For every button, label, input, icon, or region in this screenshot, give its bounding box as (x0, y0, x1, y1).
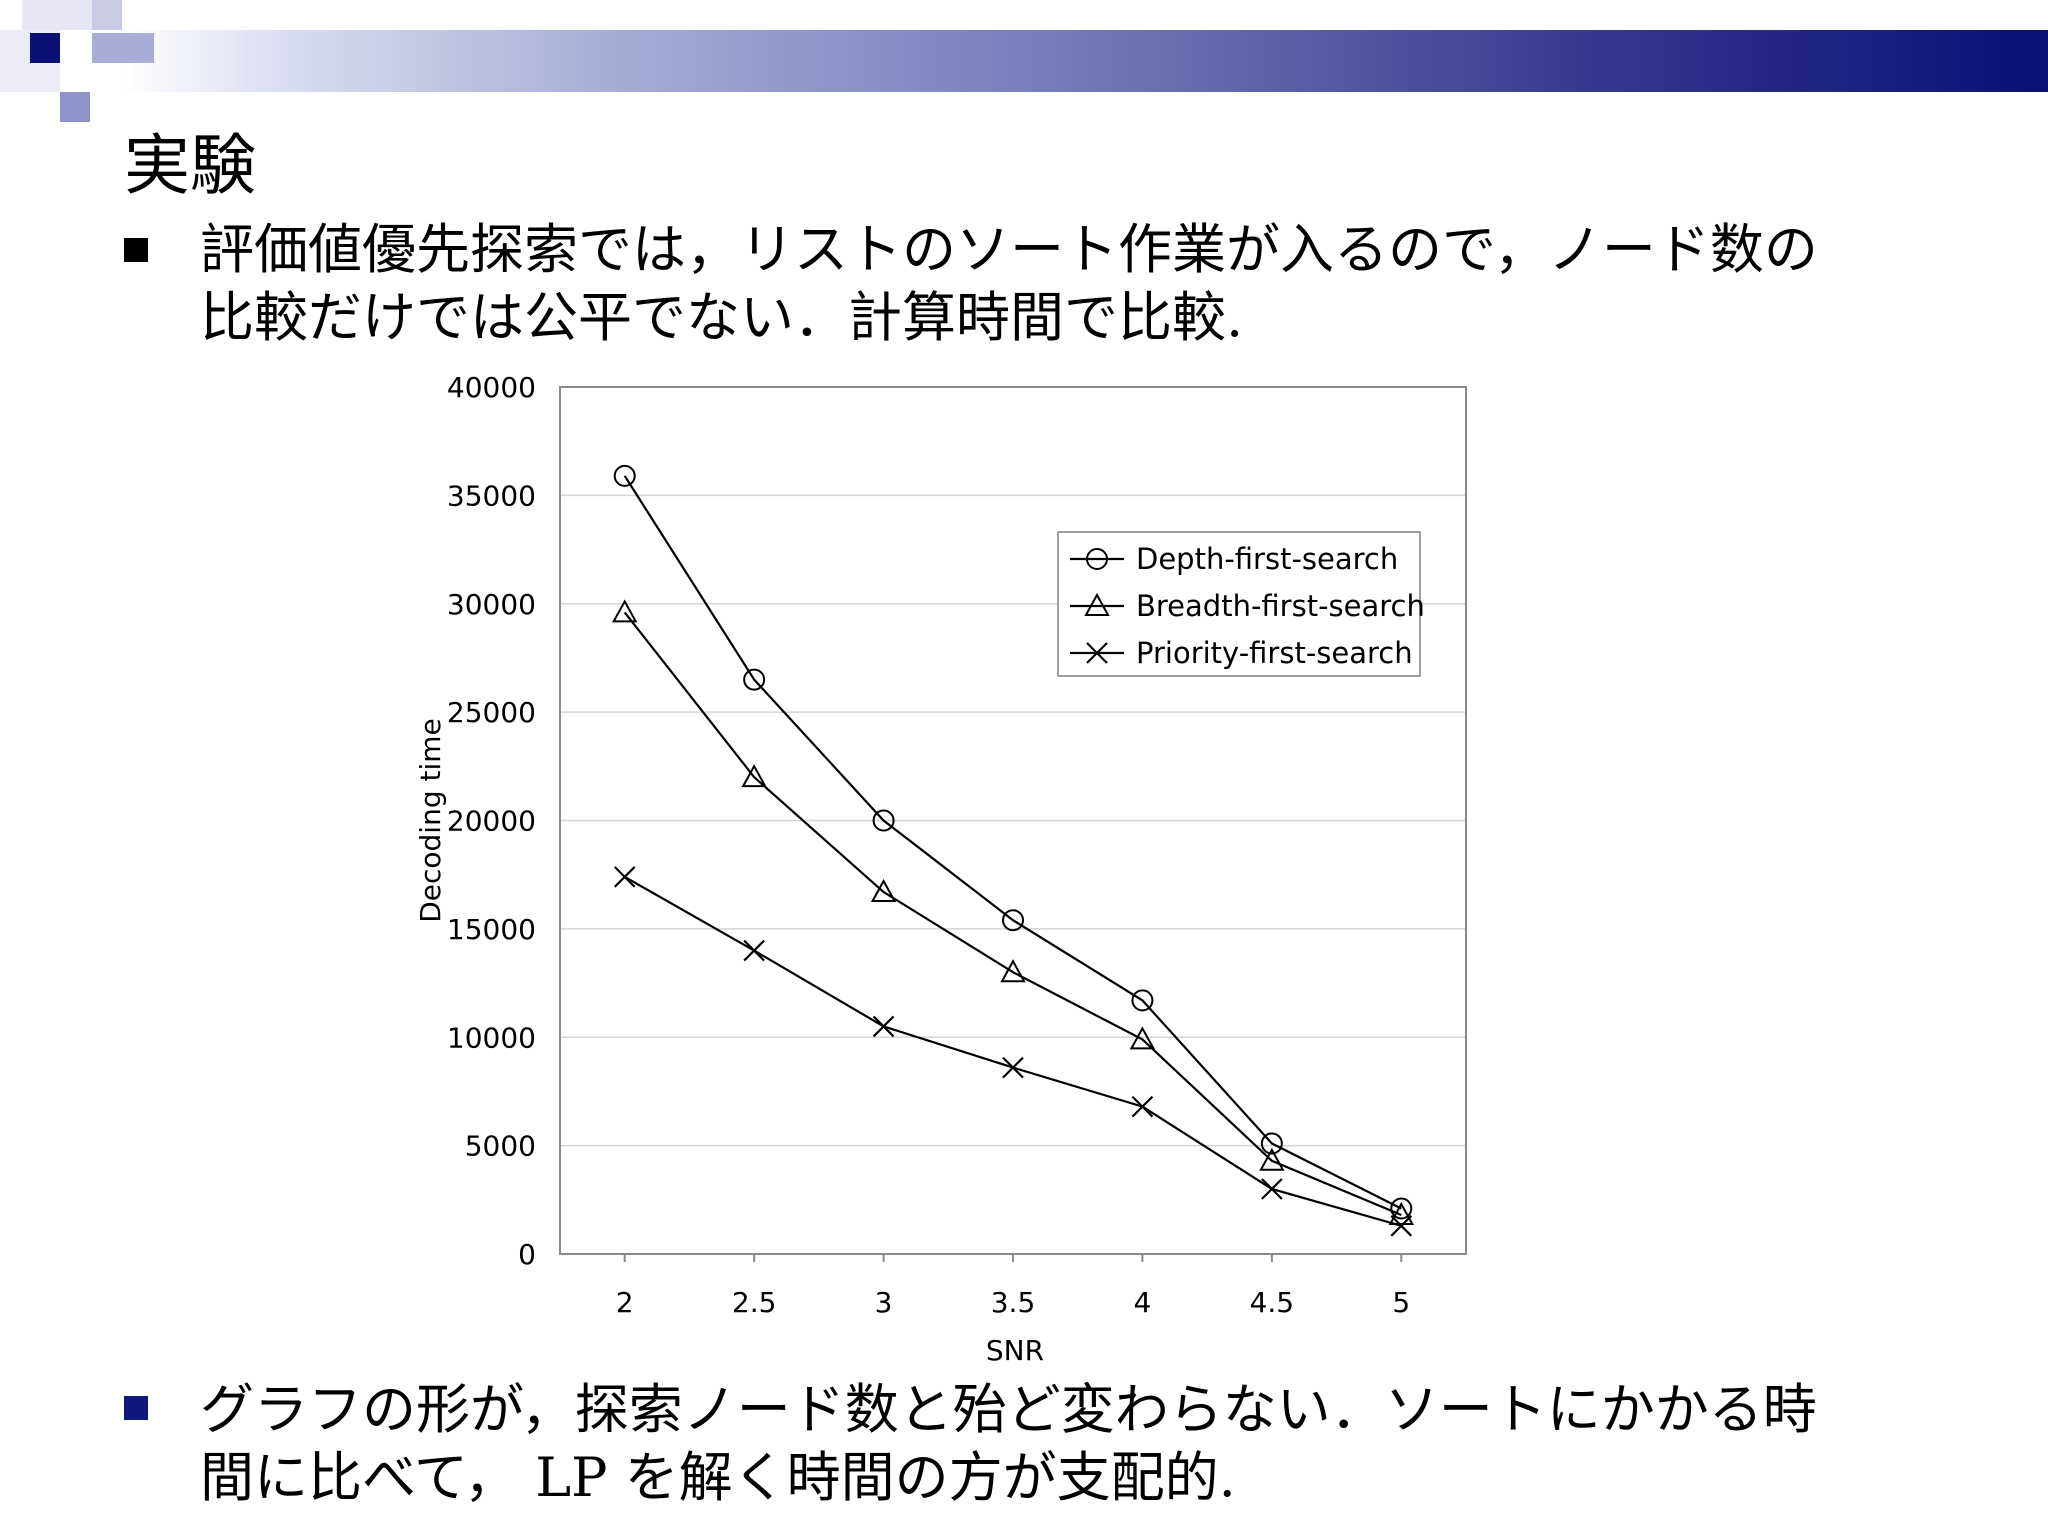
data-point-triangle (1259, 1147, 1285, 1171)
header-square-decoration (60, 92, 90, 122)
y-tick-label: 25000 (447, 696, 536, 729)
header-square-decoration (30, 33, 60, 63)
y-tick-label: 40000 (447, 371, 536, 404)
header-square-decoration (92, 0, 122, 30)
x-tick-label: 2 (616, 1286, 634, 1319)
data-point-triangle (1388, 1201, 1414, 1225)
data-point-circle (872, 809, 895, 832)
data-point-cross (1261, 1178, 1283, 1200)
data-point-circle (1131, 989, 1154, 1012)
data-point-triangle (1129, 1026, 1156, 1050)
data-point-triangle (870, 878, 897, 903)
x-tick-label: 2.5 (732, 1286, 777, 1319)
y-tick-label: 30000 (447, 588, 536, 621)
bullet-2-line-1: グラフの形が，探索ノード数と殆ど変わらない．ソートにかかる時 (200, 1378, 1817, 1441)
bullet-1-line-1: 評価値優先探索では，リストのソート作業が入るので，ノード数の (200, 218, 1818, 281)
legend-label: Depth-first-search (1136, 542, 1398, 576)
data-point-cross (743, 939, 765, 962)
data-point-cross (872, 1015, 895, 1038)
bullet-text-1: 評価値優先探索では，リストのソート作業が入るので，ノード数の 比較だけでは公平で… (200, 216, 1960, 352)
data-point-cross (1002, 1056, 1024, 1079)
data-point-cross (1390, 1215, 1413, 1237)
series-line-breadth-first-search (623, 611, 1402, 1216)
data-point-circle (743, 668, 766, 691)
legend-marker-triangle (1084, 592, 1110, 616)
bullet-marker (124, 1396, 148, 1420)
data-point-circle (1002, 909, 1024, 932)
legend-marker-cross (1086, 642, 1108, 664)
y-tick-label: 10000 (447, 1021, 536, 1054)
data-point-cross (1131, 1095, 1154, 1118)
slide-title: 実験 (124, 127, 256, 204)
legend-marker-circle (1086, 548, 1108, 570)
bullet-1-line-2: 比較だけでは公平でない．計算時間で比較. (200, 286, 1244, 349)
y-tick-label: 20000 (447, 805, 536, 838)
y-tick-label: 35000 (447, 479, 536, 512)
x-tick-label: 5 (1392, 1286, 1410, 1319)
x-tick-label: 3 (875, 1286, 893, 1319)
x-axis-title: SNR (986, 1334, 1044, 1367)
bullet-marker (124, 238, 148, 262)
data-point-circle (1390, 1197, 1413, 1220)
y-tick-label: 5000 (465, 1130, 536, 1163)
bullet-2-line-2: 間に比べて， LP を解く時間の方が支配的. (200, 1446, 1236, 1509)
data-point-circle (1260, 1132, 1283, 1155)
series-line-depth-first-search (623, 475, 1402, 1210)
legend-label: Priority-first-search (1136, 636, 1413, 670)
x-tick-label: 3.5 (991, 1286, 1036, 1319)
header-gradient-band (0, 30, 2048, 92)
data-point-triangle (741, 764, 767, 788)
y-tick-label: 15000 (447, 913, 536, 946)
header-square-decoration (92, 33, 154, 63)
bullet-text-2: グラフの形が，探索ノード数と殆ど変わらない．ソートにかかる時 間に比べて， LP… (200, 1376, 1960, 1512)
y-tick-label: 0 (518, 1238, 536, 1271)
x-tick-label: 4 (1134, 1286, 1152, 1319)
y-axis-title: Decoding time (414, 718, 447, 923)
data-point-cross (613, 866, 636, 888)
data-point-circle (613, 464, 636, 487)
data-point-triangle (1000, 959, 1026, 983)
x-tick-label: 4.5 (1250, 1286, 1295, 1319)
data-point-triangle (612, 599, 638, 623)
legend-label: Breadth-first-search (1136, 589, 1425, 623)
